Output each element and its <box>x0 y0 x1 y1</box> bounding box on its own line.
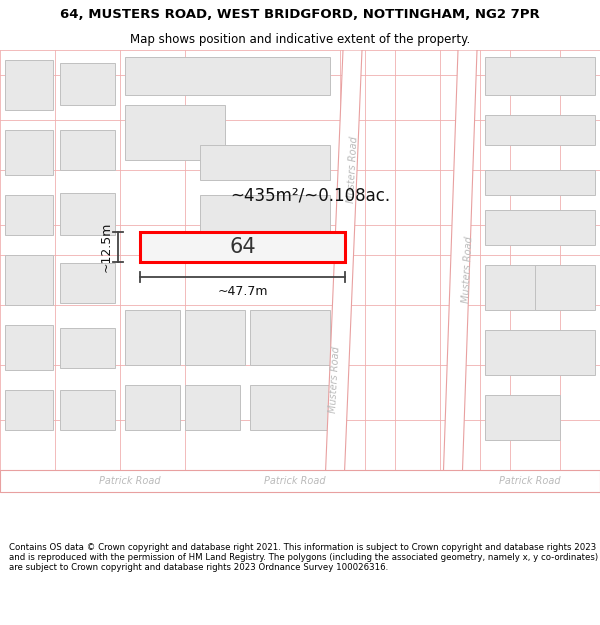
Bar <box>485 115 595 145</box>
Text: 64, MUSTERS ROAD, WEST BRIDGFORD, NOTTINGHAM, NG2 7PR: 64, MUSTERS ROAD, WEST BRIDGFORD, NOTTIN… <box>60 8 540 21</box>
Text: Contains OS data © Crown copyright and database right 2021. This information is : Contains OS data © Crown copyright and d… <box>9 542 598 572</box>
Bar <box>5 60 53 110</box>
Bar <box>0 470 600 492</box>
Bar <box>140 232 345 262</box>
Bar <box>485 170 595 195</box>
Bar <box>60 193 115 235</box>
Bar <box>5 195 53 235</box>
Text: Musters Road: Musters Road <box>328 346 342 414</box>
Bar <box>125 105 225 160</box>
Bar <box>250 310 330 365</box>
Bar <box>60 328 115 368</box>
Bar <box>200 195 330 240</box>
Polygon shape <box>443 50 477 485</box>
Bar <box>60 130 115 170</box>
Bar <box>5 255 53 305</box>
Bar <box>125 385 180 430</box>
Bar <box>485 210 595 245</box>
Text: ~12.5m: ~12.5m <box>100 222 113 272</box>
Bar <box>60 63 115 105</box>
Text: Patrick Road: Patrick Road <box>499 476 561 486</box>
Bar <box>185 310 245 365</box>
Bar <box>60 263 115 303</box>
Text: Musters Road: Musters Road <box>461 236 475 304</box>
Bar <box>485 330 595 375</box>
Text: Patrick Road: Patrick Road <box>99 476 161 486</box>
Bar <box>5 325 53 370</box>
Bar <box>185 385 240 430</box>
Text: Musters Road: Musters Road <box>346 136 360 204</box>
Text: Patrick Road: Patrick Road <box>264 476 326 486</box>
Bar <box>125 310 180 365</box>
Bar <box>485 395 560 440</box>
Bar <box>5 390 53 430</box>
Text: ~47.7m: ~47.7m <box>217 285 268 298</box>
Bar <box>485 265 585 310</box>
Bar <box>60 390 115 430</box>
Text: ~435m²/~0.108ac.: ~435m²/~0.108ac. <box>230 186 390 204</box>
Bar <box>485 57 595 95</box>
Polygon shape <box>325 50 362 485</box>
Text: 64: 64 <box>229 237 256 257</box>
Bar <box>200 145 330 180</box>
Bar <box>250 385 330 430</box>
Bar <box>5 130 53 175</box>
Text: Map shows position and indicative extent of the property.: Map shows position and indicative extent… <box>130 32 470 46</box>
Bar <box>125 57 330 95</box>
Bar <box>535 265 595 310</box>
